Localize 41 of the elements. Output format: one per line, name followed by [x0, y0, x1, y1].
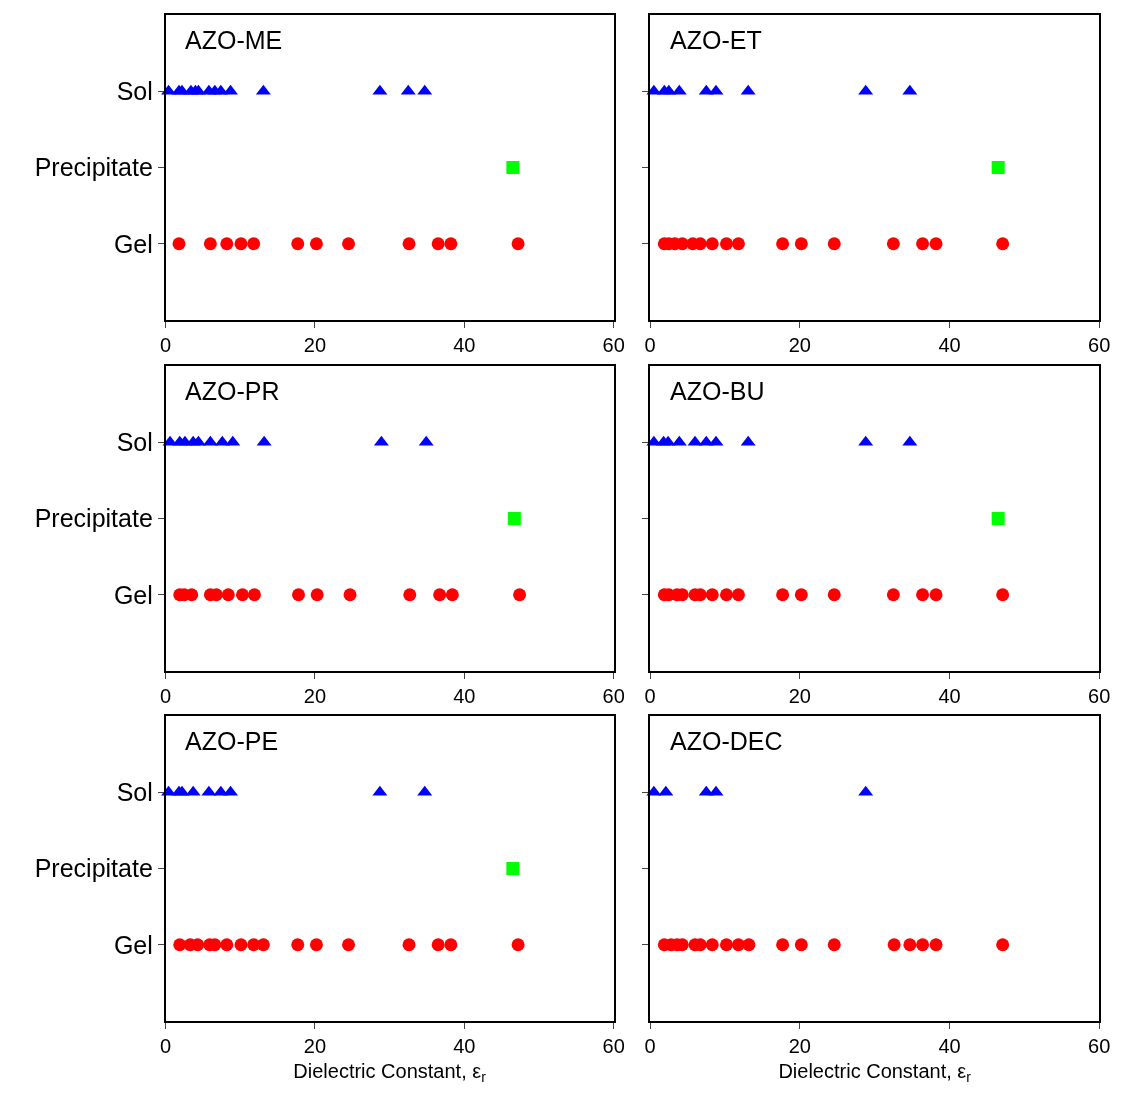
x-axis-title: Dielectric Constant, ε$_{r}$ — [293, 1059, 487, 1085]
x-tick-label: 60 — [1088, 1034, 1111, 1057]
x-tick-label: 40 — [453, 684, 476, 707]
x-tick-label: 60 — [602, 1034, 625, 1057]
y-tick-label: Sol — [116, 778, 153, 806]
x-axis-title: Dielectric Constant, ε$_{r}$ — [778, 1059, 972, 1085]
x-tick-label: 40 — [938, 684, 961, 707]
x-tick-label: 0 — [644, 333, 656, 356]
x-tick-label: 0 — [159, 333, 172, 356]
x-tick-label: 20 — [788, 1034, 811, 1057]
x-tick-label: 40 — [453, 1034, 476, 1057]
y-tick-label: Sol — [116, 77, 153, 105]
x-tick-label: 40 — [453, 333, 476, 356]
x-tick-label: 0 — [159, 684, 172, 707]
x-tick-label: 60 — [1088, 333, 1111, 356]
x-tick-label: 20 — [303, 684, 327, 707]
y-tick-label: Precipitate — [34, 153, 153, 182]
chart-title: AZO-ME — [185, 26, 283, 54]
x-tick-label: 60 — [1088, 684, 1111, 707]
y-tick-label: Precipitate — [34, 854, 153, 883]
x-tick-label: 60 — [602, 684, 625, 707]
x-tick-label: 20 — [788, 333, 811, 356]
y-tick-label: Sol — [116, 428, 153, 456]
y-tick-label: Gel — [113, 229, 153, 258]
chart-title: AZO-ET — [670, 26, 762, 54]
chart-title: AZO-DEC — [670, 727, 783, 755]
chart-title: AZO-BU — [670, 377, 765, 405]
x-tick-label: 40 — [938, 333, 961, 356]
y-tick-label: Precipitate — [34, 504, 153, 533]
x-tick-label: 0 — [644, 684, 656, 707]
x-tick-label: 40 — [938, 1034, 961, 1057]
x-tick-label: 20 — [788, 684, 811, 707]
x-tick-label: 20 — [303, 333, 327, 356]
chart-title: AZO-PR — [185, 377, 280, 405]
chart-title: AZO-PE — [185, 727, 279, 755]
x-tick-label: 20 — [303, 1034, 327, 1057]
y-tick-label: Gel — [113, 930, 153, 959]
x-tick-label: 0 — [644, 1034, 656, 1057]
x-tick-label: 0 — [159, 1034, 172, 1057]
y-tick-label: Gel — [113, 580, 153, 609]
x-tick-label: 60 — [602, 333, 625, 356]
